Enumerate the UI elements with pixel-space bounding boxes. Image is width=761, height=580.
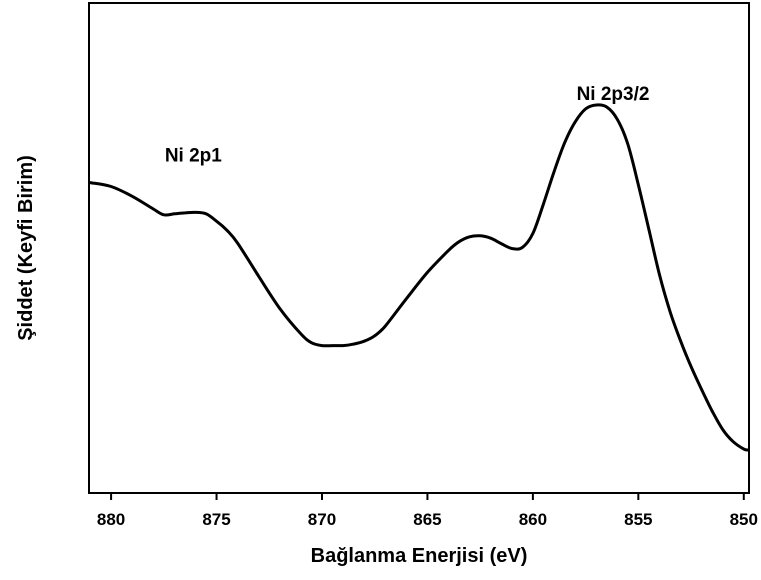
plot-frame — [88, 2, 750, 494]
x-tick-label: 865 — [413, 510, 441, 529]
x-axis-ticks — [110, 492, 745, 500]
x-axis-label: Bağlanma Enerjisi (eV) — [311, 545, 528, 567]
y-axis-label: Şiddet (Keyfi Birim) — [15, 155, 37, 341]
x-axis-tick-labels: 880 875 870 865 860 855 850 — [97, 510, 758, 529]
x-tick-label: 850 — [730, 510, 758, 529]
spectrum-line — [88, 103, 750, 452]
peak-annotation: Ni 2p3/2 — [577, 84, 650, 105]
peak-annotations: Ni 2p1 Ni 2p3/2 — [165, 84, 650, 166]
x-tick-label: 875 — [202, 510, 230, 529]
x-tick-label: 870 — [308, 510, 336, 529]
x-tick-label: 880 — [97, 510, 125, 529]
peak-annotation: Ni 2p1 — [165, 146, 222, 167]
x-tick-label: 855 — [624, 510, 652, 529]
x-tick-label: 860 — [519, 510, 547, 529]
